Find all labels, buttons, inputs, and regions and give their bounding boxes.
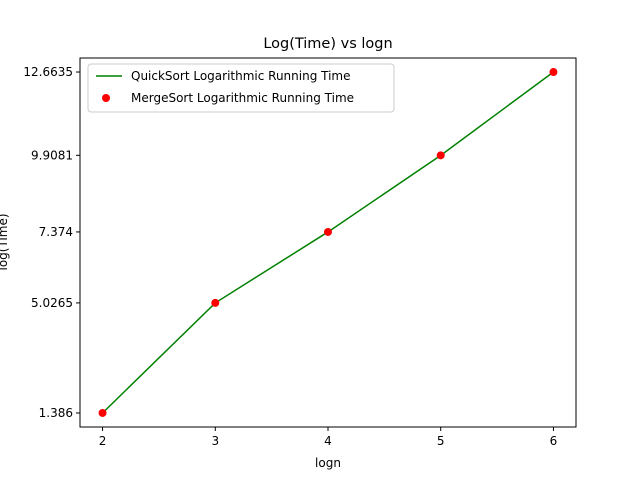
y-tick-label-3: 9.9081 [31, 148, 73, 162]
y-axis: 1.386 5.0265 7.374 9.9081 12.6635 [23, 65, 80, 420]
x-axis: 2 3 4 5 6 [99, 427, 558, 448]
x-tick-label-2: 4 [324, 434, 332, 448]
data-point-1-3 [436, 151, 445, 160]
chart-title: Log(Time) vs logn [263, 36, 392, 52]
x-tick-label-3: 5 [437, 434, 445, 448]
plot-marks [98, 68, 558, 417]
data-point-1-1 [211, 298, 220, 307]
legend-label-0: QuickSort Logarithmic Running Time [131, 69, 351, 83]
x-axis-label: logn [315, 456, 341, 470]
y-tick-label-1: 5.0265 [31, 296, 73, 310]
legend-swatch-marker-1 [102, 94, 110, 102]
legend: QuickSort Logarithmic Running Time MergeS… [87, 63, 395, 113]
x-tick-label-1: 3 [211, 434, 219, 448]
x-tick-label-4: 6 [550, 434, 558, 448]
legend-label-1: MergeSort Logarithmic Running Time [131, 91, 354, 105]
y-tick-label-4: 12.6635 [23, 65, 73, 79]
legend-box [87, 63, 395, 113]
x-tick-label-0: 2 [99, 434, 107, 448]
y-tick-label-0: 1.386 [39, 406, 73, 420]
data-point-1-2 [324, 227, 332, 236]
y-tick-label-2: 7.374 [39, 225, 73, 239]
data-point-1-0 [98, 408, 107, 417]
data-point-1-4 [549, 68, 558, 77]
y-axis-label: log(Time) [0, 213, 10, 270]
